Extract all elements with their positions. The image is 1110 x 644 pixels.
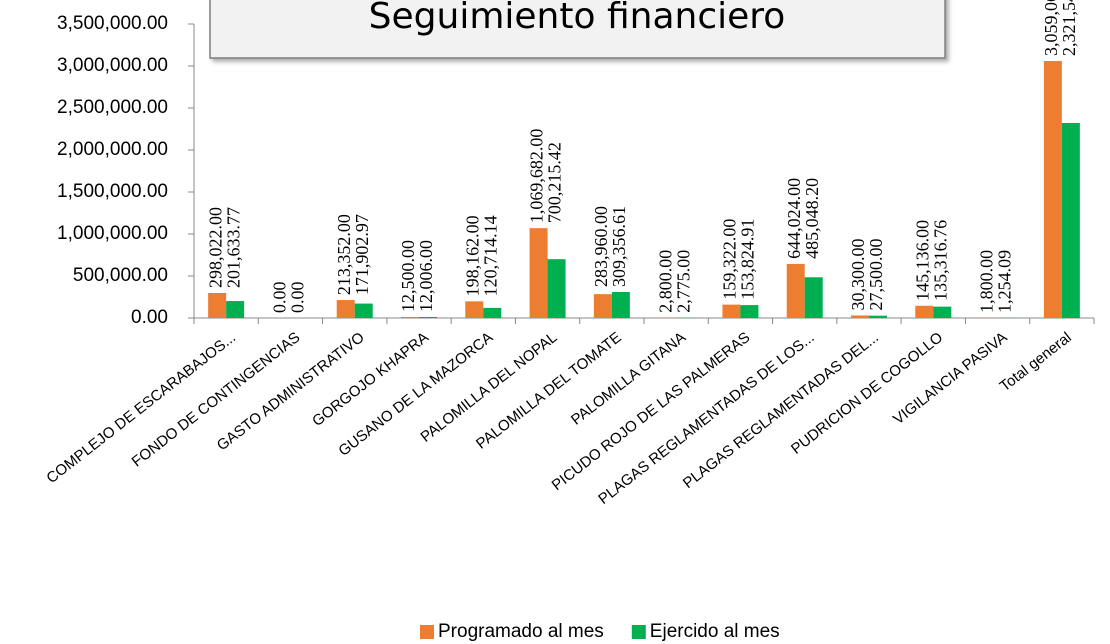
bar [593,294,612,318]
legend-label: Programado al mes [438,621,604,642]
legend-label: Ejercido al mes [650,621,780,642]
x-tick-label: Total general [997,329,1075,395]
data-label: 201,633.77 [223,207,243,288]
data-label: 2,321,547.87 [1059,0,1079,56]
bar [869,315,887,318]
bar [1061,122,1080,318]
bar [1043,61,1062,318]
bar [465,301,484,318]
data-label: 283,960.00 [591,206,611,287]
data-label: 1,069,682.00 [527,129,547,224]
data-label: 2,800.00 [655,250,675,313]
data-label: 120,714.14 [480,215,500,296]
data-label: 700,215.42 [545,142,565,223]
data-label: 644,024.00 [784,178,804,259]
data-label: 171,902.97 [352,214,372,295]
y-tick-label: 3,000,000.00 [57,55,168,76]
data-label: 3,059,060 [1041,0,1061,56]
bar [226,301,245,318]
data-label: 12,006.00 [416,240,436,312]
y-tick-label: 500,000.00 [73,265,168,286]
data-label: 159,322.00 [720,219,740,300]
data-label: 12,500.00 [398,240,418,312]
data-label: 30,300.00 [848,238,868,310]
data-label: 135,316.76 [930,220,950,301]
bar [611,292,630,318]
bar [208,292,227,318]
data-label: 153,824.91 [738,219,758,300]
data-label: 485,048.20 [802,178,822,259]
y-tick-label: 2,000,000.00 [57,139,168,160]
legend-swatch [631,625,646,639]
data-label: 0.00 [288,282,308,314]
bar [933,306,952,318]
data-label: 309,356.61 [609,206,629,287]
legend-swatch [420,625,434,639]
y-tick-label: 2,500,000.00 [57,97,168,118]
bar [804,277,823,318]
bar [336,300,355,318]
y-tick-label: 0.00 [131,307,168,328]
bar [722,304,741,318]
x-tick-label: GORGOJO KHAPRA [309,329,432,430]
x-tick-label: VIGILANCIA PASIVA [890,329,1010,428]
y-tick-label: 1,500,000.00 [57,181,168,202]
x-tick-label: PALOMILLA GITANA [568,329,689,429]
bar [354,303,373,318]
bar [529,228,548,318]
data-label: 145,136.00 [912,220,932,301]
data-label: 198,162.00 [462,215,482,296]
bar [419,316,437,318]
data-label: 0.00 [270,282,290,314]
bar [786,263,805,318]
data-label: 1,800.00 [977,250,997,313]
bar [851,315,869,318]
data-label: 1,254.09 [995,250,1015,313]
bar [401,316,419,318]
bar [740,305,759,318]
data-label: 298,022.00 [205,207,225,288]
title-box [209,0,946,59]
chart-title: Seguimiento financiero [369,0,786,37]
bar [915,305,934,318]
bar [547,259,566,318]
data-label: 27,500.00 [866,238,886,310]
y-tick-label: 3,500,000.00 [57,13,168,34]
bar [483,307,502,318]
data-label: 213,352.00 [334,214,354,295]
data-label: 2,775.00 [673,250,693,313]
y-tick-label: 1,000,000.00 [57,223,168,244]
